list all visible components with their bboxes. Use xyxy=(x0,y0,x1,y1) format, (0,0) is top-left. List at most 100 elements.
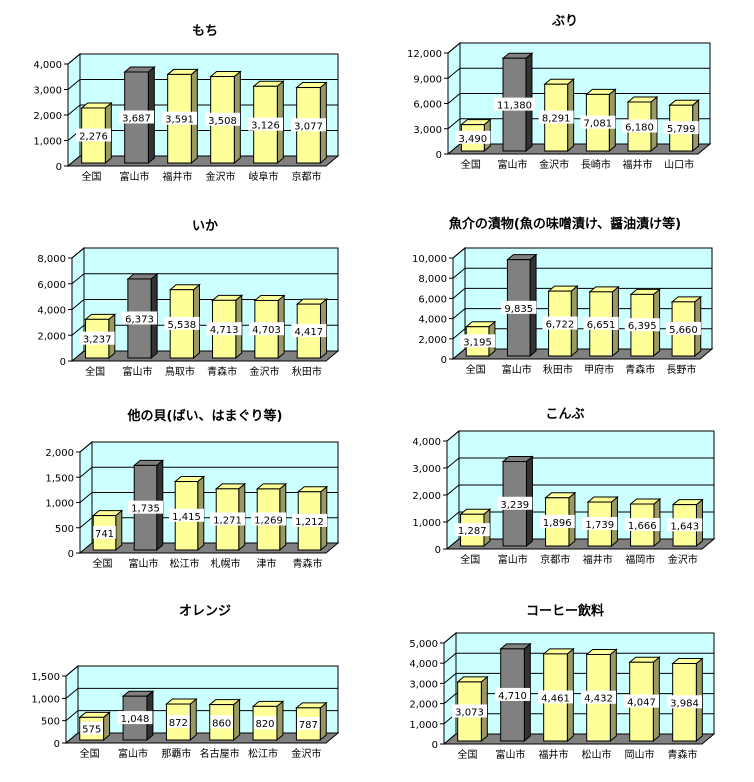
x-tick-label: 京都市 xyxy=(292,170,322,183)
x-tick-label: 全国 xyxy=(85,365,105,378)
gridline xyxy=(443,672,714,684)
data-label-bg xyxy=(663,121,699,135)
x-tick-label: 全国 xyxy=(460,553,480,566)
bar-top xyxy=(165,698,198,705)
y-tick-label: 1,000 xyxy=(33,137,62,148)
data-label: 3,591 xyxy=(165,115,194,126)
side-wall xyxy=(443,631,457,746)
gridline xyxy=(79,441,338,453)
x-tick-label: 青森市 xyxy=(293,557,323,570)
bar-top xyxy=(295,702,328,709)
gridline xyxy=(67,79,338,90)
data-label-bg xyxy=(538,110,574,124)
x-tick-label: 京都市 xyxy=(540,553,570,566)
chart-title: ぶり xyxy=(551,14,578,29)
y-tick-label: 9,000 xyxy=(413,74,442,85)
data-label: 575 xyxy=(82,725,101,736)
data-label: 1,048 xyxy=(121,714,150,725)
data-label: 3,126 xyxy=(251,121,280,132)
data-label-bg xyxy=(624,518,660,532)
data-label: 872 xyxy=(169,718,188,729)
data-label-bg xyxy=(291,324,327,338)
data-label: 2,276 xyxy=(79,131,108,142)
y-tick-label: 5,000 xyxy=(409,639,438,650)
data-label: 3,237 xyxy=(83,335,112,346)
data-label-bg xyxy=(210,715,233,729)
data-label-bg xyxy=(206,322,242,336)
y-tick-label: 0 xyxy=(435,545,441,556)
gridline xyxy=(65,665,338,677)
y-tick-label: 3,000 xyxy=(412,464,441,475)
y-tick-label: 8,000 xyxy=(37,254,66,265)
y-tick-label: 2,000 xyxy=(418,335,447,346)
bar-top xyxy=(209,71,242,78)
data-label: 7,081 xyxy=(584,119,613,130)
x-tick-label: 津市 xyxy=(257,557,277,570)
y-tick-label: 4,000 xyxy=(418,315,447,326)
data-label-bg xyxy=(119,110,154,124)
y-tick-label: 2,000 xyxy=(409,700,438,711)
data-label-bg xyxy=(452,704,487,718)
gridline xyxy=(71,273,338,285)
gridline xyxy=(446,484,714,496)
bar-side xyxy=(276,700,284,742)
data-label: 860 xyxy=(212,718,231,729)
gridline xyxy=(447,93,710,104)
y-tick-label: 1,000 xyxy=(31,694,60,705)
y-tick-label: 500 xyxy=(41,717,60,728)
chart-title: 魚介の漬物(魚の味噌漬け、醤油漬け等) xyxy=(448,217,682,232)
x-tick-label: 那覇市 xyxy=(161,747,191,760)
y-tick-label: 4,000 xyxy=(33,60,62,71)
y-tick-label: 4,000 xyxy=(409,659,438,670)
bar-top xyxy=(295,298,328,305)
gridline xyxy=(65,687,338,699)
x-tick-label: 山口市 xyxy=(664,158,694,171)
data-label-bg xyxy=(580,115,616,129)
x-tick-label: 秋田市 xyxy=(543,363,573,376)
bar-side xyxy=(189,697,197,742)
bar-top xyxy=(78,711,111,718)
data-label: 6,373 xyxy=(125,314,154,325)
x-tick-label: 青森市 xyxy=(625,363,655,376)
side-wall xyxy=(65,664,79,745)
data-label-bg xyxy=(291,118,326,132)
x-tick-label: 岐阜市 xyxy=(249,170,279,183)
gridline xyxy=(443,632,714,644)
y-tick-label: 0 xyxy=(60,357,66,368)
x-tick-label: 富山市 xyxy=(120,170,150,183)
chart-title: 他の貝(ばい、はまぐり等) xyxy=(127,409,283,424)
bar-top xyxy=(543,78,576,85)
y-tick-label: 1,000 xyxy=(409,720,438,731)
bar-top xyxy=(542,648,575,655)
x-tick-label: 金沢市 xyxy=(668,553,698,566)
data-label: 1,735 xyxy=(131,504,160,515)
data-label: 3,077 xyxy=(294,121,323,132)
data-label: 11,380 xyxy=(497,101,532,112)
x-tick-label: 松江市 xyxy=(170,557,200,570)
data-label-bg xyxy=(460,334,496,348)
gridline xyxy=(452,247,712,259)
data-label-bg xyxy=(169,508,204,522)
y-tick-label: 6,000 xyxy=(37,280,66,291)
data-label-bg xyxy=(253,716,277,730)
gridline xyxy=(67,53,338,65)
x-tick-label: 金沢市 xyxy=(206,170,236,183)
data-label-bg xyxy=(542,316,578,330)
x-tick-label: 福井市 xyxy=(623,158,653,171)
x-tick-label: 松山市 xyxy=(582,748,612,761)
data-label: 4,047 xyxy=(627,698,656,709)
bar-top xyxy=(628,656,661,663)
data-label: 4,432 xyxy=(584,694,613,705)
x-tick-label: 富山市 xyxy=(496,748,526,761)
y-tick-label: 0 xyxy=(56,162,62,173)
bar-top xyxy=(166,68,199,75)
bar-top xyxy=(585,648,618,655)
bar-side xyxy=(233,698,241,742)
bar-top xyxy=(499,643,532,650)
bar-top xyxy=(252,80,285,87)
x-tick-label: 松江市 xyxy=(248,747,278,760)
gridline xyxy=(447,67,710,79)
x-tick-label: 秋田市 xyxy=(292,365,322,378)
